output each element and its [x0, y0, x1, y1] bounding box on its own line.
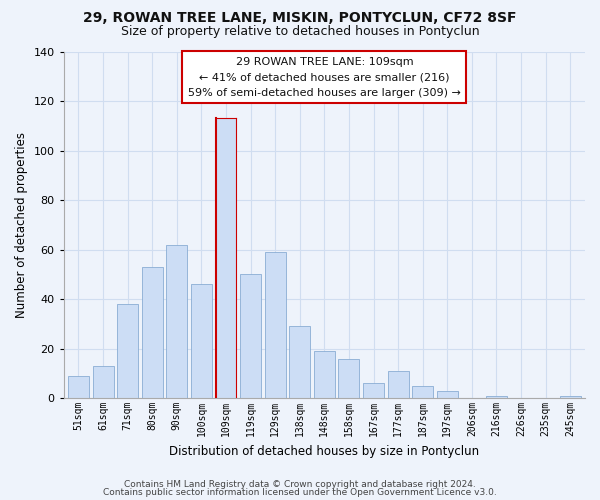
Text: Size of property relative to detached houses in Pontyclun: Size of property relative to detached ho… [121, 25, 479, 38]
Bar [117, 304, 138, 398]
Bar [191, 284, 212, 398]
Bar [486, 396, 507, 398]
X-axis label: Distribution of detached houses by size in Pontyclun: Distribution of detached houses by size … [169, 444, 479, 458]
Bar [289, 326, 310, 398]
Bar [560, 396, 581, 398]
Bar [215, 118, 236, 398]
Bar [388, 371, 409, 398]
Y-axis label: Number of detached properties: Number of detached properties [15, 132, 28, 318]
Bar [92, 366, 113, 398]
Bar [240, 274, 261, 398]
Bar [363, 384, 384, 398]
Bar [338, 358, 359, 398]
Bar [437, 390, 458, 398]
Bar [68, 376, 89, 398]
Text: Contains HM Land Registry data © Crown copyright and database right 2024.: Contains HM Land Registry data © Crown c… [124, 480, 476, 489]
Bar [314, 351, 335, 398]
Text: Contains public sector information licensed under the Open Government Licence v3: Contains public sector information licen… [103, 488, 497, 497]
Text: 29, ROWAN TREE LANE, MISKIN, PONTYCLUN, CF72 8SF: 29, ROWAN TREE LANE, MISKIN, PONTYCLUN, … [83, 11, 517, 25]
Bar [265, 252, 286, 398]
Bar [412, 386, 433, 398]
Bar [166, 244, 187, 398]
Text: 29 ROWAN TREE LANE: 109sqm
← 41% of detached houses are smaller (216)
59% of sem: 29 ROWAN TREE LANE: 109sqm ← 41% of deta… [188, 56, 461, 98]
Bar [142, 267, 163, 398]
